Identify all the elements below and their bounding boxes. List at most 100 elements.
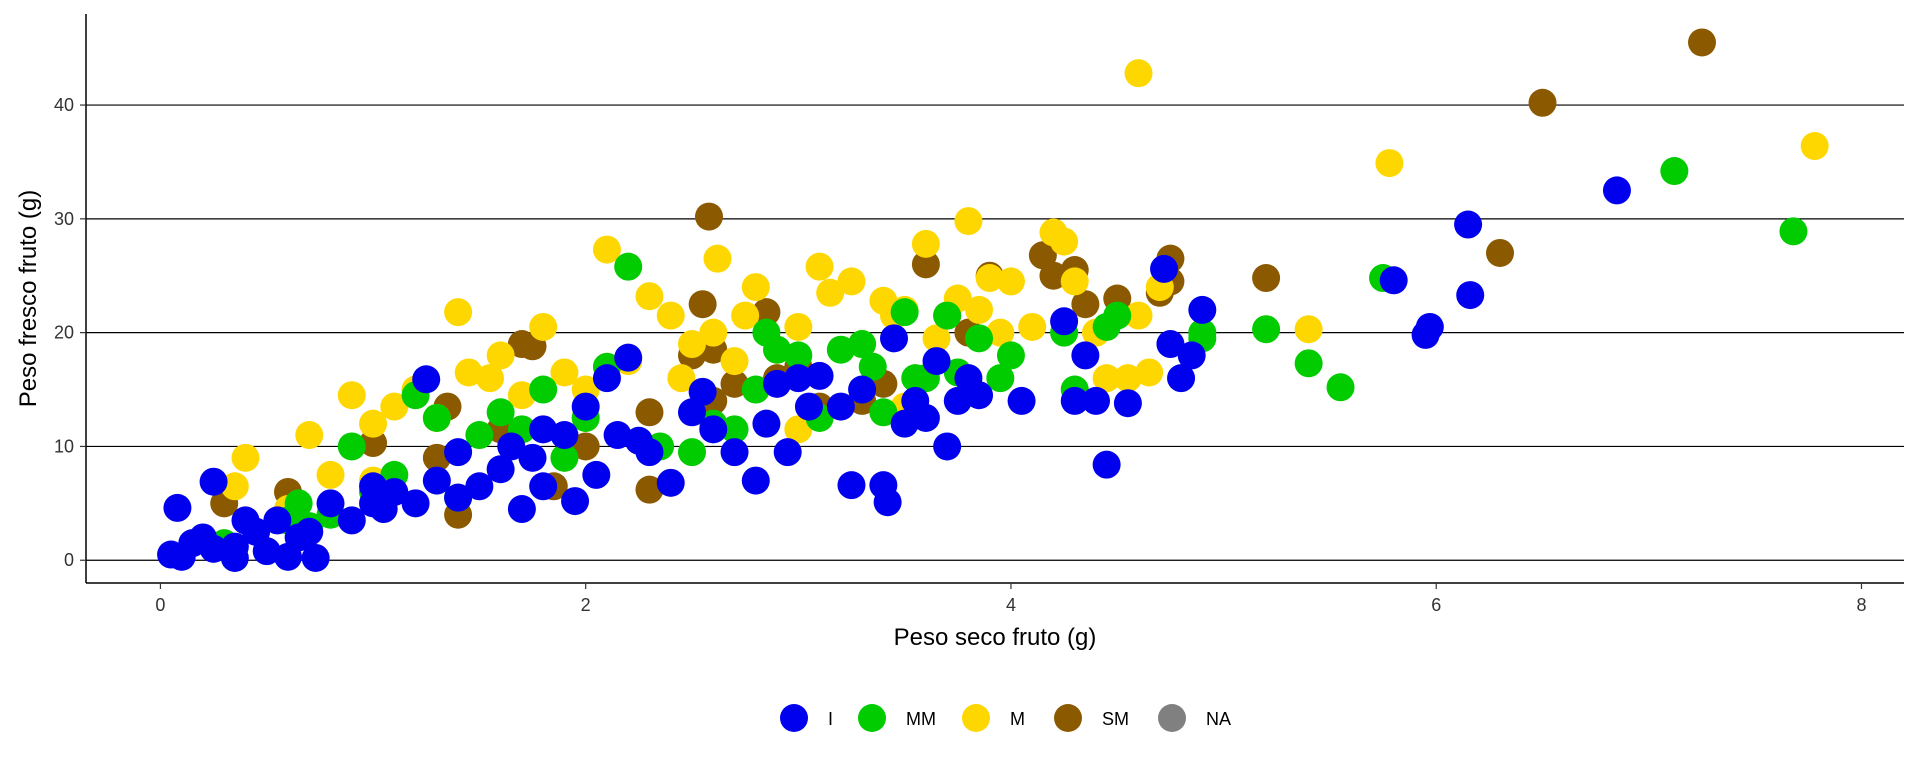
data-point-i bbox=[465, 472, 494, 501]
legend-key-na bbox=[1158, 704, 1186, 732]
data-point-m bbox=[1800, 132, 1829, 161]
data-point-i bbox=[497, 432, 526, 461]
data-point-m bbox=[359, 409, 388, 438]
data-point-m bbox=[486, 341, 515, 370]
data-point-m bbox=[699, 318, 728, 347]
y-axis-title: Peso fresco fruto (g) bbox=[15, 190, 42, 407]
data-point-i bbox=[943, 386, 972, 415]
data-point-i bbox=[837, 471, 866, 500]
data-point-i bbox=[624, 426, 653, 455]
data-point-m bbox=[1113, 364, 1142, 393]
data-point-m bbox=[1375, 149, 1404, 178]
data-point-i bbox=[1050, 307, 1079, 336]
legend-key-mm bbox=[858, 704, 886, 732]
data-point-mm bbox=[337, 432, 366, 461]
data-point-i bbox=[826, 392, 855, 421]
data-point-i bbox=[199, 534, 228, 563]
legend-item-m: M bbox=[962, 704, 1025, 732]
data-point-m bbox=[635, 282, 664, 311]
data-point-sm bbox=[422, 443, 451, 472]
data-point-m bbox=[380, 392, 409, 421]
data-point-i bbox=[965, 381, 994, 410]
data-point-i bbox=[316, 489, 345, 518]
data-point-m bbox=[784, 312, 813, 341]
data-point-m bbox=[805, 252, 834, 281]
data-point-i bbox=[933, 432, 962, 461]
data-point-mm bbox=[784, 341, 813, 370]
data-point-m bbox=[656, 301, 685, 330]
data-point-mm bbox=[869, 398, 898, 427]
data-point-m bbox=[454, 358, 483, 387]
data-point-i bbox=[507, 495, 536, 524]
data-point-sm bbox=[1688, 28, 1716, 57]
data-point-mm bbox=[529, 375, 558, 404]
data-point-i bbox=[571, 392, 600, 421]
data-point-m bbox=[986, 318, 1015, 347]
data-point-m bbox=[592, 235, 621, 264]
data-point-i bbox=[1454, 210, 1483, 239]
data-point-sm bbox=[752, 298, 781, 327]
data-point-i bbox=[422, 466, 451, 495]
data-point-sm bbox=[1252, 264, 1281, 293]
data-point-i bbox=[529, 415, 558, 444]
data-point-i bbox=[444, 483, 473, 512]
data-point-i bbox=[1113, 389, 1142, 418]
legend-item-mm: MM bbox=[858, 704, 936, 732]
data-point-mm bbox=[1294, 349, 1323, 378]
data-point-i bbox=[1007, 386, 1036, 415]
data-point-m bbox=[231, 443, 260, 472]
data-point-sm bbox=[695, 202, 724, 231]
data-point-m bbox=[295, 421, 324, 450]
data-point-mm bbox=[284, 489, 313, 518]
data-point-i bbox=[1167, 364, 1196, 393]
data-point-mm bbox=[763, 335, 792, 364]
legend-label: NA bbox=[1206, 709, 1231, 729]
data-point-mm bbox=[996, 341, 1025, 370]
data-point-sm bbox=[635, 398, 664, 427]
data-point-sm bbox=[720, 369, 749, 398]
legend-item-sm: SM bbox=[1054, 704, 1129, 732]
data-point-m bbox=[1092, 364, 1121, 393]
x-tick-label: 4 bbox=[1006, 595, 1016, 615]
data-point-sm bbox=[688, 290, 717, 319]
data-point-mm bbox=[933, 301, 962, 330]
data-point-i bbox=[163, 493, 192, 522]
data-point-i bbox=[401, 489, 430, 518]
data-point-i bbox=[444, 438, 473, 467]
data-point-i bbox=[252, 537, 281, 566]
data-point-i bbox=[1092, 450, 1121, 479]
data-point-m bbox=[1060, 267, 1089, 296]
data-point-i bbox=[220, 543, 249, 572]
data-point-mm bbox=[965, 324, 994, 353]
y-tick-label: 20 bbox=[54, 323, 74, 343]
tick-labels: 0 10 20 30 40 0 2 4 6 8 bbox=[54, 95, 1867, 615]
data-point-m bbox=[1050, 227, 1079, 256]
data-point-i bbox=[752, 409, 781, 438]
data-point-mm bbox=[1326, 373, 1355, 402]
data-point-i bbox=[911, 403, 940, 432]
data-point-i bbox=[199, 467, 228, 496]
data-point-mm bbox=[465, 421, 494, 450]
data-point-sm bbox=[1039, 261, 1068, 290]
data-point-m bbox=[922, 324, 951, 353]
data-point-m bbox=[703, 244, 732, 273]
legend-label: I bbox=[828, 709, 833, 729]
data-point-mm bbox=[486, 398, 515, 427]
data-point-m bbox=[316, 460, 345, 489]
data-point-i bbox=[284, 523, 313, 552]
data-point-m bbox=[720, 347, 749, 376]
data-points bbox=[157, 28, 1829, 572]
data-point-m bbox=[476, 364, 504, 393]
data-point-m bbox=[678, 330, 706, 359]
data-point-i bbox=[603, 421, 632, 450]
data-point-i bbox=[263, 506, 292, 535]
data-point-i bbox=[1150, 254, 1179, 283]
data-point-i bbox=[1156, 330, 1185, 359]
data-point-i bbox=[1602, 176, 1631, 205]
data-point-i bbox=[848, 375, 877, 404]
data-point-mm bbox=[720, 415, 749, 444]
data-point-i bbox=[741, 466, 770, 495]
data-point-m bbox=[1124, 59, 1153, 88]
data-point-mm bbox=[1779, 217, 1808, 246]
